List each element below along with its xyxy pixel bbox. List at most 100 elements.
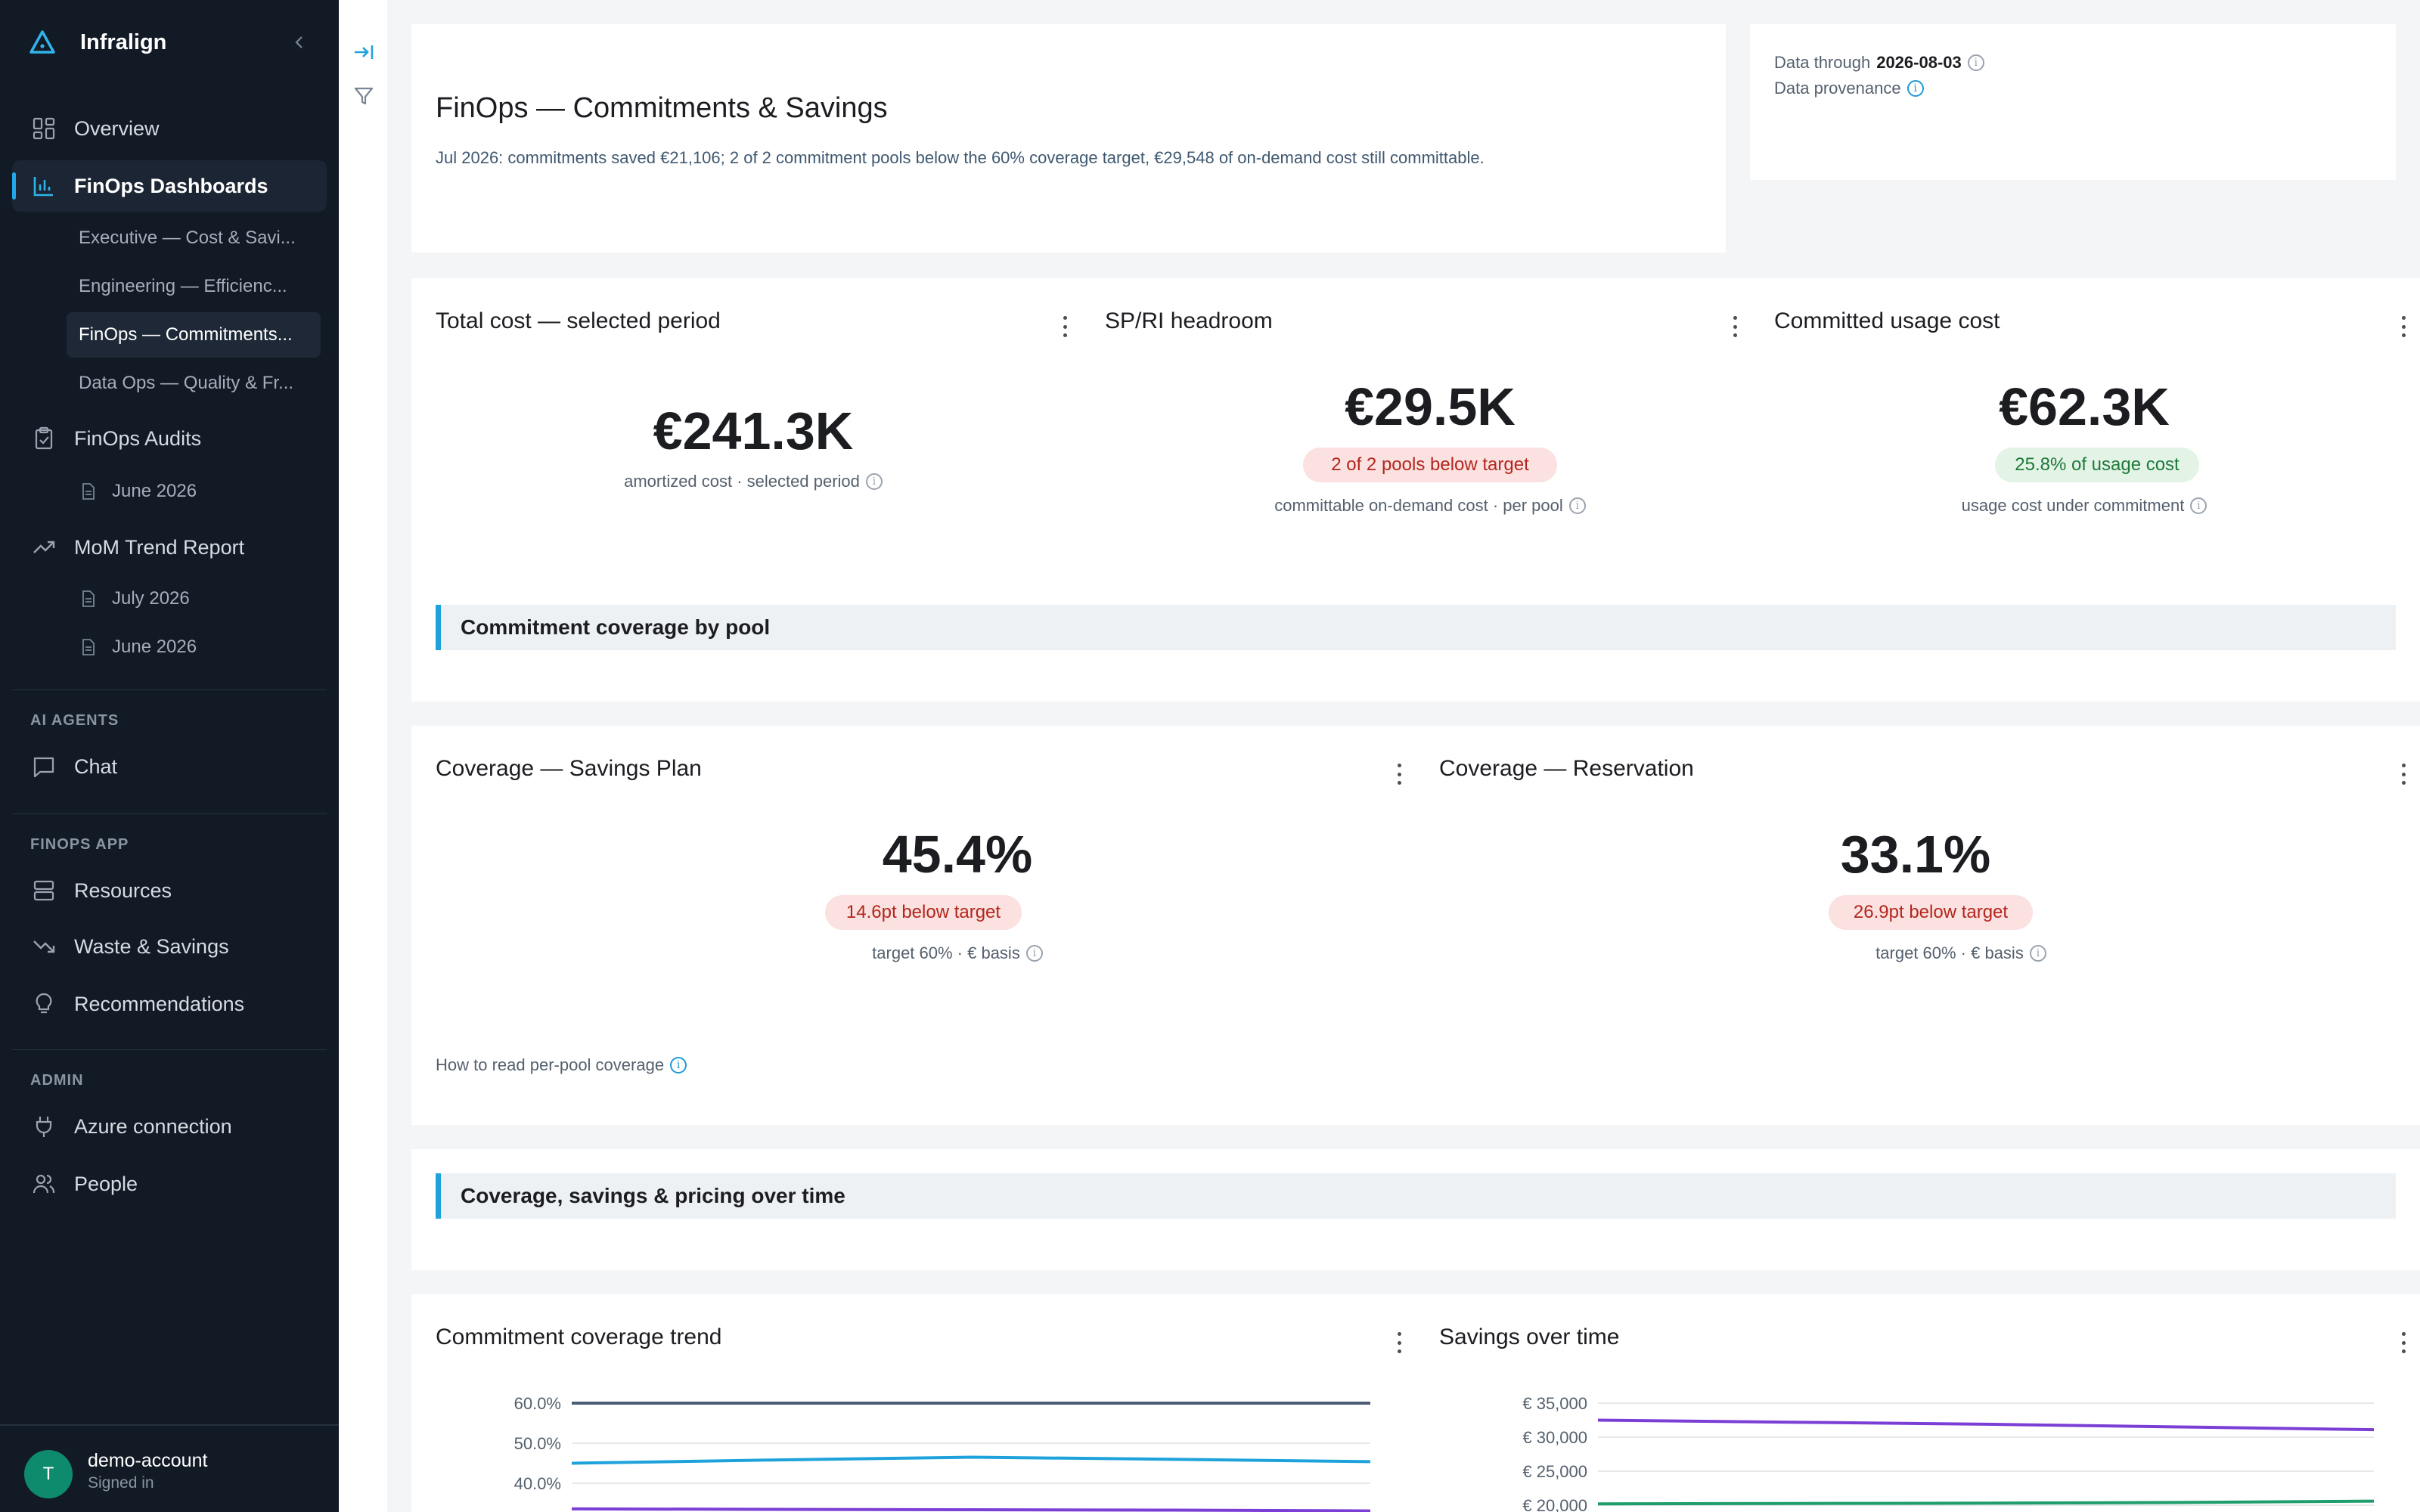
- brand-logo-icon: [29, 30, 55, 54]
- y-tick-label: € 20,000: [1522, 1496, 1587, 1512]
- over-time-section-card: Coverage, savings & pricing over time: [411, 1149, 2420, 1270]
- kpi-headroom-sub: committable on-demand cost · per pool i: [1105, 496, 1755, 516]
- dashboard-link-finops-commitments[interactable]: FinOps — Commitments...: [67, 312, 321, 358]
- kebab-menu-icon[interactable]: [2396, 1328, 2411, 1358]
- series-line[interactable]: [571, 1455, 1371, 1465]
- account-name: demo-account: [88, 1450, 208, 1471]
- brand[interactable]: Infralign: [27, 26, 166, 59]
- nav-mom-trend-report[interactable]: MoM Trend Report: [12, 522, 327, 573]
- report-link-july-2026-label: July 2026: [112, 588, 190, 609]
- section-heading-coverage-by-pool: Commitment coverage by pool: [436, 605, 2396, 650]
- series-line[interactable]: [1597, 1418, 2375, 1432]
- nav-finops-dashboards[interactable]: FinOps Dashboards: [12, 160, 327, 212]
- brand-name: Infralign: [80, 29, 167, 54]
- grid-icon: [30, 115, 57, 142]
- bar-chart-icon: [30, 172, 57, 200]
- filter-icon: [354, 87, 374, 105]
- data-through-date: 2026-08-03: [1876, 53, 1962, 72]
- info-icon[interactable]: i: [2190, 497, 2207, 514]
- dashboard-link-engineering[interactable]: Engineering — Efficienc...: [79, 276, 287, 296]
- plug-icon: [30, 1113, 57, 1140]
- kebab-menu-icon[interactable]: [1057, 311, 1072, 342]
- account-menu[interactable]: T demo-account Signed in: [0, 1424, 339, 1512]
- dashboard-link-dataops[interactable]: Data Ops — Quality & Fr...: [79, 373, 294, 393]
- nav-overview-label: Overview: [74, 116, 160, 140]
- nav-azure-connection[interactable]: Azure connection: [12, 1101, 327, 1152]
- expand-panel-button[interactable]: [351, 39, 377, 65]
- collapse-sidebar-button[interactable]: [287, 30, 312, 54]
- kpi-committed-value: €62.3K: [1999, 377, 2170, 436]
- kebab-menu-icon[interactable]: [1727, 311, 1742, 342]
- coverage-reservation-title: Coverage — Reservation: [1439, 756, 1694, 781]
- coverage-savings-plan-value: 45.4%: [882, 825, 1033, 884]
- document-icon: [79, 482, 98, 501]
- clipboard-check-icon: [30, 425, 57, 452]
- document-icon: [79, 637, 98, 657]
- kebab-menu-icon[interactable]: [2396, 759, 2411, 789]
- audit-link-june-2026[interactable]: June 2026: [67, 469, 321, 514]
- y-tick-label: € 30,000: [1522, 1428, 1587, 1447]
- y-tick-label: € 35,000: [1522, 1394, 1587, 1413]
- nav-resources[interactable]: Resources: [12, 865, 327, 916]
- kpi-committed-sub-text: usage cost under commitment: [1961, 496, 2185, 515]
- chat-bubble-icon: [30, 753, 57, 780]
- info-icon[interactable]: i: [1025, 945, 1043, 962]
- filter-button[interactable]: [351, 83, 377, 109]
- dashboard-header-card: FinOps — Commitments & Savings Jul 2026:…: [411, 24, 1726, 253]
- charts-card: Commitment coverage trend 60.0% 50.0% 40.0…: [411, 1294, 2420, 1512]
- info-icon: i: [670, 1057, 687, 1074]
- info-icon[interactable]: i: [1907, 80, 1924, 97]
- coverage-reservation-sub-text: target 60% · € basis: [1876, 943, 2024, 962]
- kpi-total-cost-sub: amortized cost · selected period i: [436, 472, 1071, 491]
- server-stack-icon: [30, 877, 57, 904]
- coverage-section-card: Coverage — Savings Plan 45.4% 14.6pt bel…: [411, 726, 2420, 1125]
- nav-chat[interactable]: Chat: [12, 741, 327, 792]
- nav-people[interactable]: People: [12, 1158, 327, 1210]
- data-provenance-label: Data provenance: [1774, 79, 1901, 98]
- nav-finops-audits[interactable]: FinOps Audits: [12, 413, 327, 464]
- info-icon[interactable]: i: [2029, 945, 2046, 962]
- report-link-july-2026[interactable]: July 2026: [67, 576, 321, 621]
- coverage-help-link[interactable]: How to read per-pool coverage i: [436, 1055, 687, 1075]
- trending-up-icon: [30, 534, 57, 561]
- status-badge: 2 of 2 pools below target: [1303, 448, 1557, 482]
- users-icon: [30, 1170, 57, 1198]
- info-icon[interactable]: i: [1967, 54, 1984, 71]
- nav-waste-savings[interactable]: Waste & Savings: [12, 921, 327, 972]
- kpi-committed-title: Committed usage cost: [1774, 308, 2000, 333]
- kpi-committed-sub: usage cost under commitment i: [1774, 496, 2394, 516]
- nav-people-label: People: [74, 1172, 138, 1195]
- trending-down-icon: [30, 933, 57, 960]
- kebab-menu-icon[interactable]: [2396, 311, 2411, 342]
- coverage-trend-chart: 60.0% 50.0% 40.0%: [514, 1394, 1371, 1512]
- nav-chat-label: Chat: [74, 754, 118, 778]
- status-badge: 25.8% of usage cost: [1995, 448, 2199, 482]
- y-tick-label: 60.0%: [514, 1394, 561, 1413]
- page-summary: Jul 2026: commitments saved €21,106; 2 o…: [436, 148, 1485, 167]
- nav-recommendations[interactable]: Recommendations: [12, 978, 327, 1030]
- coverage-reservation-sub: target 60% · € basis i: [1439, 943, 2420, 963]
- info-icon[interactable]: i: [1568, 497, 1586, 514]
- nav-overview[interactable]: Overview: [12, 103, 327, 154]
- kebab-menu-icon[interactable]: [1392, 1328, 1407, 1358]
- nav-mom-trend-report-label: MoM Trend Report: [74, 535, 245, 559]
- report-link-june-2026-label: June 2026: [112, 637, 197, 657]
- lightbulb-icon: [30, 990, 57, 1018]
- nav-finops-audits-label: FinOps Audits: [74, 426, 202, 450]
- kebab-menu-icon[interactable]: [1392, 759, 1407, 789]
- report-link-june-2026[interactable]: June 2026: [67, 624, 321, 670]
- chart-title-coverage-trend: Commitment coverage trend: [436, 1325, 722, 1349]
- section-label-admin: ADMIN: [30, 1072, 84, 1089]
- info-icon[interactable]: i: [865, 473, 883, 490]
- series-line[interactable]: [1597, 1499, 2375, 1506]
- coverage-reservation-value: 33.1%: [1840, 825, 1991, 884]
- data-meta-card: Data through 2026-08-03 i Data provenanc…: [1750, 24, 2396, 180]
- dashboard-link-executive[interactable]: Executive — Cost & Savi...: [79, 228, 296, 248]
- status-badge: 14.6pt below target: [825, 895, 1022, 930]
- coverage-savings-plan-title: Coverage — Savings Plan: [436, 756, 702, 781]
- kpi-headroom-value: €29.5K: [1345, 377, 1516, 436]
- series-line[interactable]: [571, 1507, 1371, 1512]
- kpi-headroom-title: SP/RI headroom: [1105, 308, 1273, 333]
- coverage-savings-plan-sub-text: target 60% · € basis: [872, 943, 1020, 962]
